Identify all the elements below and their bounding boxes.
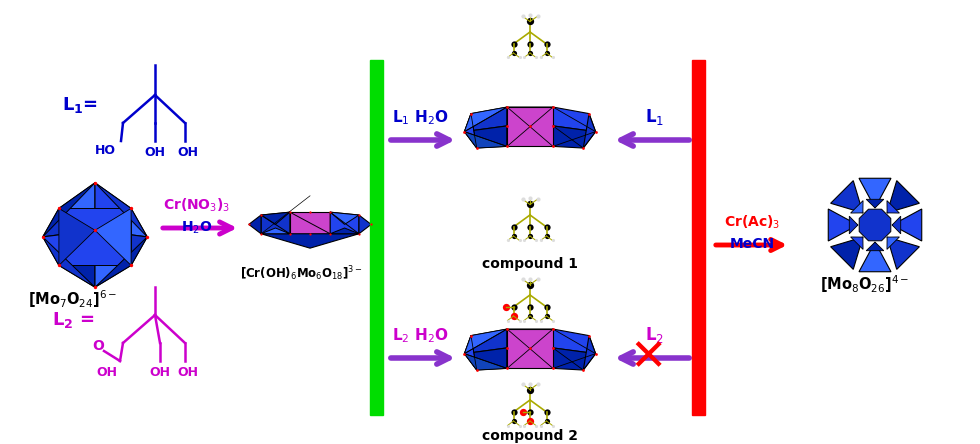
Text: [Mo$_8$O$_{26}$]$^{4-}$: [Mo$_8$O$_{26}$]$^{4-}$: [820, 274, 909, 295]
Polygon shape: [887, 237, 900, 250]
Polygon shape: [330, 212, 359, 234]
Polygon shape: [59, 208, 95, 266]
Polygon shape: [43, 208, 95, 237]
Bar: [692, 60, 705, 415]
Polygon shape: [465, 329, 507, 353]
Polygon shape: [465, 131, 507, 148]
Text: L$_2$ H$_2$O: L$_2$ H$_2$O: [392, 326, 449, 345]
Polygon shape: [465, 114, 476, 148]
Text: O: O: [92, 339, 104, 353]
Polygon shape: [43, 230, 95, 266]
Polygon shape: [507, 107, 553, 126]
Polygon shape: [553, 107, 596, 131]
Polygon shape: [892, 209, 922, 241]
Text: Cr(NO$_3$)$_3$: Cr(NO$_3$)$_3$: [164, 197, 230, 214]
Polygon shape: [583, 336, 596, 370]
Polygon shape: [465, 107, 507, 131]
Text: compound 2: compound 2: [482, 429, 578, 443]
Polygon shape: [95, 230, 147, 266]
Polygon shape: [850, 216, 858, 234]
Text: HO: HO: [94, 144, 116, 158]
Polygon shape: [465, 348, 507, 370]
Polygon shape: [59, 230, 95, 287]
Polygon shape: [859, 209, 891, 241]
Text: L$_2$: L$_2$: [646, 325, 664, 345]
Text: OH: OH: [177, 365, 199, 378]
Polygon shape: [95, 230, 131, 287]
Text: L$_1$ H$_2$O: L$_1$ H$_2$O: [392, 108, 449, 127]
Polygon shape: [851, 201, 863, 213]
Text: ✕: ✕: [629, 337, 666, 380]
Polygon shape: [43, 237, 95, 287]
Polygon shape: [95, 208, 147, 237]
Polygon shape: [43, 183, 95, 237]
Text: MeCN: MeCN: [729, 237, 774, 251]
Polygon shape: [507, 329, 553, 369]
Text: OH: OH: [177, 146, 199, 159]
Polygon shape: [507, 126, 553, 147]
Polygon shape: [95, 183, 131, 230]
Polygon shape: [887, 201, 900, 213]
Text: $\mathbf{L_1}$=: $\mathbf{L_1}$=: [62, 95, 98, 115]
Polygon shape: [465, 329, 507, 353]
Polygon shape: [359, 215, 371, 234]
Polygon shape: [465, 336, 476, 370]
Polygon shape: [261, 234, 359, 248]
Polygon shape: [887, 237, 919, 270]
Polygon shape: [330, 228, 359, 234]
Text: L$_1$: L$_1$: [646, 107, 664, 127]
Polygon shape: [95, 237, 147, 287]
Polygon shape: [892, 216, 901, 234]
Text: $\mathbf{L_2}$ =: $\mathbf{L_2}$ =: [52, 310, 94, 330]
Polygon shape: [465, 353, 507, 370]
Polygon shape: [866, 199, 884, 208]
Polygon shape: [583, 114, 596, 148]
Polygon shape: [261, 212, 290, 234]
Text: compound 1: compound 1: [482, 257, 578, 271]
Polygon shape: [553, 329, 596, 353]
Polygon shape: [887, 181, 919, 213]
Polygon shape: [465, 126, 507, 148]
Polygon shape: [851, 237, 863, 250]
Polygon shape: [330, 212, 359, 224]
Polygon shape: [507, 107, 553, 147]
Bar: [370, 60, 383, 415]
Text: [Mo$_7$O$_{24}$]$^{6-}$: [Mo$_7$O$_{24}$]$^{6-}$: [28, 288, 118, 310]
Polygon shape: [507, 348, 553, 369]
Text: Cr(Ac)$_3$: Cr(Ac)$_3$: [724, 214, 780, 231]
Polygon shape: [465, 107, 507, 131]
Text: OH: OH: [144, 146, 166, 159]
Polygon shape: [95, 208, 131, 266]
Polygon shape: [249, 215, 261, 234]
Polygon shape: [831, 237, 863, 270]
Polygon shape: [866, 242, 884, 251]
Polygon shape: [553, 126, 596, 148]
Polygon shape: [553, 348, 596, 370]
Text: [Cr(OH)$_6$Mo$_6$O$_{18}$]$^{3-}$: [Cr(OH)$_6$Mo$_6$O$_{18}$]$^{3-}$: [240, 264, 363, 283]
Polygon shape: [59, 183, 95, 230]
Polygon shape: [859, 242, 891, 272]
Polygon shape: [261, 228, 290, 234]
Polygon shape: [859, 178, 891, 208]
Polygon shape: [507, 329, 553, 348]
Polygon shape: [290, 212, 330, 234]
Polygon shape: [831, 181, 863, 213]
Text: H$_2$O: H$_2$O: [181, 220, 213, 236]
Polygon shape: [828, 209, 858, 241]
Polygon shape: [95, 183, 147, 237]
Text: OH: OH: [150, 365, 171, 378]
Text: OH: OH: [96, 365, 118, 378]
Polygon shape: [261, 212, 290, 224]
Polygon shape: [59, 208, 131, 266]
